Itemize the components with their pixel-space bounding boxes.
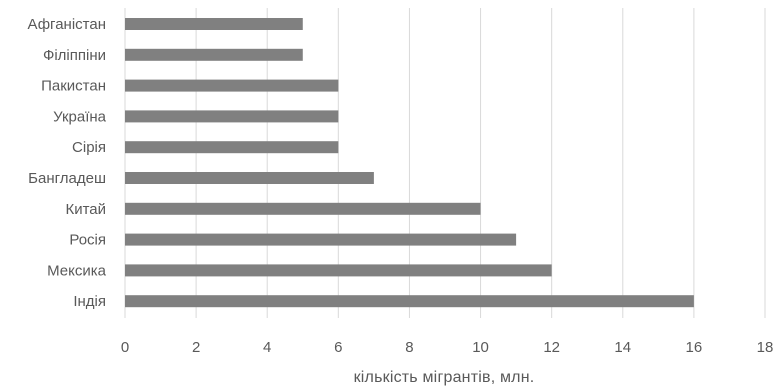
- bar: [125, 79, 339, 92]
- x-tick-label: 16: [686, 339, 703, 356]
- category-label: Індія: [73, 293, 106, 310]
- x-axis-title: кількість мігрантів, млн.: [354, 369, 535, 386]
- category-label: Бангладеш: [28, 170, 106, 187]
- x-tick-label: 12: [543, 339, 560, 356]
- category-label: Пакистан: [41, 78, 106, 95]
- x-tick-label: 14: [614, 339, 631, 356]
- category-label: Філіппіни: [43, 47, 106, 64]
- x-tick-label: 18: [757, 339, 773, 356]
- x-tick-label: 0: [121, 339, 129, 356]
- bars: [125, 18, 694, 308]
- x-tick-label: 10: [472, 339, 489, 356]
- x-tick-label: 2: [192, 339, 200, 356]
- category-labels: Афганістан Філіппіни Пакистан Україна Сірія Б…: [28, 16, 107, 310]
- bar: [125, 295, 694, 308]
- bar: [125, 233, 517, 246]
- category-label: Сірія: [72, 139, 106, 156]
- bar: [125, 202, 481, 215]
- bar: [125, 48, 303, 61]
- bar: [125, 172, 374, 184]
- bar: [125, 110, 339, 123]
- category-label: Росія: [69, 232, 106, 249]
- category-label: Україна: [53, 108, 107, 125]
- x-tick-label: 8: [405, 339, 413, 356]
- bar: [125, 141, 339, 154]
- x-tick-labels: 0 2 4 6 8 10 12 14 16 18: [121, 339, 773, 356]
- bar: [125, 264, 552, 277]
- category-label: Китай: [65, 201, 106, 218]
- category-label: Мексика: [47, 262, 107, 279]
- x-tick-label: 4: [263, 339, 271, 356]
- x-tick-label: 6: [334, 339, 342, 356]
- category-label: Афганістан: [28, 16, 106, 33]
- bar: [125, 18, 303, 30]
